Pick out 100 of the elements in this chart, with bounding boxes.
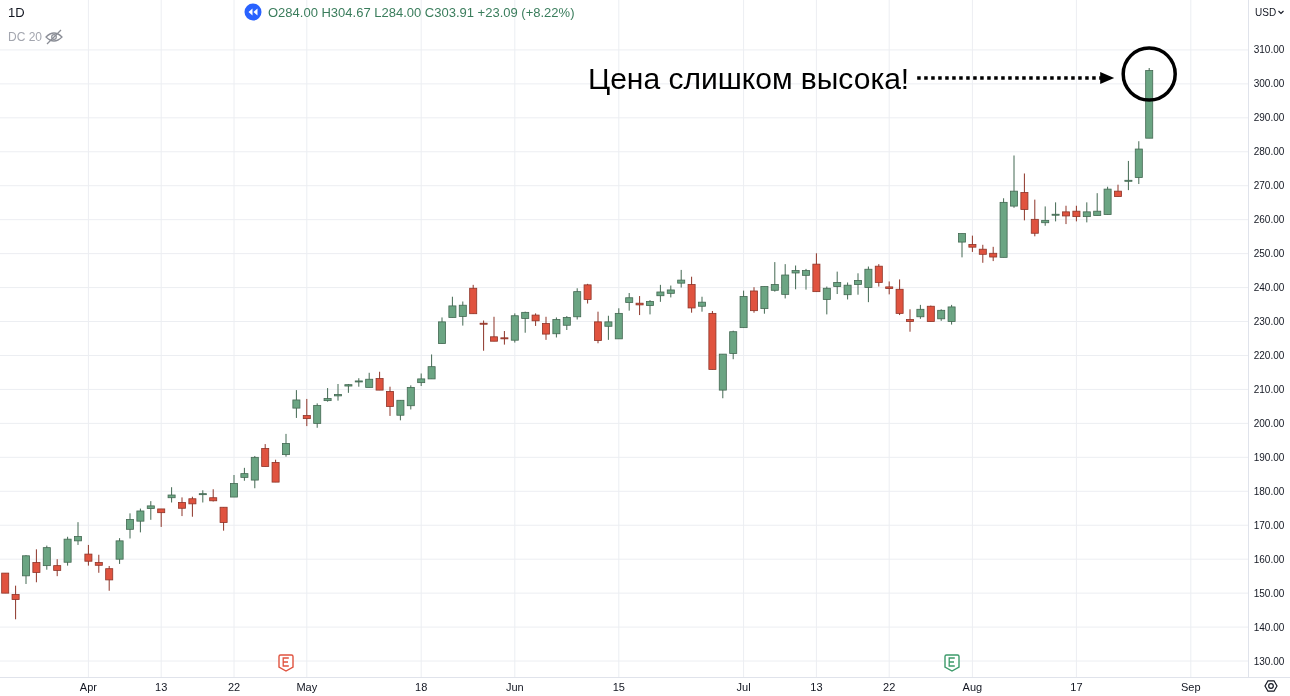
candlestick	[1030, 199, 1039, 237]
candlestick	[490, 316, 498, 342]
candlestick	[448, 296, 457, 318]
candlestick	[604, 315, 613, 341]
candlestick	[438, 316, 446, 345]
candlestick	[750, 286, 758, 314]
candlestick	[105, 565, 114, 592]
candlestick	[22, 554, 30, 585]
candlestick	[646, 299, 654, 315]
candlestick	[219, 506, 228, 532]
candlestick	[146, 500, 155, 521]
candlestick	[386, 386, 394, 417]
x-tick-label: Jun	[505, 681, 524, 693]
candlestick	[947, 304, 956, 326]
candlestick	[1124, 160, 1133, 191]
candlestick	[698, 296, 706, 313]
candlestick	[822, 286, 831, 315]
x-tick-label: 15	[612, 681, 625, 693]
chart-subtitle: O284.00 H304.67 L284.00 C303.91 +23.09 (+8.22%)	[268, 5, 575, 20]
candlestick	[261, 443, 270, 467]
x-tick-label: Jul	[736, 681, 751, 693]
candlestick	[458, 300, 467, 327]
y-tick-label: 200.00	[1253, 417, 1285, 429]
candlestick	[11, 585, 20, 620]
y-tick-label: 280.00	[1253, 146, 1285, 158]
candlestick	[334, 383, 342, 402]
candlestick	[781, 263, 790, 299]
annotation: DC 20	[8, 30, 43, 44]
candlestick	[770, 261, 779, 293]
y-tick-label: 240.00	[1253, 282, 1285, 294]
y-tick-label: 300.00	[1253, 78, 1285, 90]
candlestick	[687, 276, 696, 314]
candlestick	[594, 311, 602, 344]
y-tick-label: 160.00	[1253, 553, 1285, 565]
candlestick	[302, 398, 311, 427]
y-tick-label: 290.00	[1253, 112, 1285, 124]
candlestick	[178, 496, 186, 517]
candlestick	[729, 330, 738, 360]
candlestick	[802, 268, 810, 291]
candlestick	[1020, 172, 1029, 221]
x-tick-label: Sep	[1181, 681, 1201, 693]
candlestick	[74, 521, 82, 546]
candlestick	[854, 272, 862, 296]
x-tick-label: 18	[415, 681, 428, 693]
candlestick	[542, 316, 550, 341]
y-axis-title: USD	[1255, 7, 1277, 18]
y-tick-label: 150.00	[1253, 587, 1285, 599]
y-tick-label: 180.00	[1253, 485, 1285, 497]
candlestick	[271, 459, 280, 483]
x-tick-label: 17	[1070, 681, 1083, 693]
y-tick-label: 230.00	[1253, 316, 1285, 328]
candlestick	[115, 537, 124, 565]
candlestick	[479, 320, 488, 352]
candlestick	[1082, 201, 1091, 223]
y-tick-label: 260.00	[1253, 214, 1285, 226]
candlestick	[958, 233, 966, 258]
candlestick	[1051, 201, 1060, 222]
candlestick	[292, 389, 301, 419]
candlestick	[32, 548, 41, 583]
annotation: Цена слишком высока!	[587, 62, 910, 96]
candlestick	[375, 371, 384, 391]
candlestick	[230, 474, 238, 498]
y-tick-label: 140.00	[1253, 621, 1285, 633]
candlestick	[42, 545, 51, 571]
candlestick	[874, 263, 883, 288]
candlestick	[552, 316, 561, 338]
candlestick	[250, 455, 259, 489]
candlestick	[1093, 192, 1102, 217]
candlestick	[313, 402, 322, 429]
candlestick	[864, 266, 873, 303]
candlestick	[63, 536, 72, 567]
y-tick-label: 310.00	[1253, 44, 1285, 56]
y-tick-label: 130.00	[1253, 655, 1285, 667]
x-tick-label: May	[296, 681, 318, 693]
candlestick	[406, 384, 415, 410]
y-tick-label: 170.00	[1253, 519, 1285, 531]
x-tick-label: 13	[810, 681, 823, 693]
candlestick	[635, 295, 644, 316]
candlestick	[126, 512, 134, 539]
candlestick	[1041, 205, 1050, 227]
candlestick	[1010, 155, 1018, 209]
candlestick	[84, 544, 93, 567]
candlestick	[396, 399, 405, 421]
candlestick	[1062, 205, 1070, 225]
x-tick-label: 13	[155, 681, 168, 693]
x-tick-label: Aug	[962, 681, 983, 693]
candlestick	[833, 271, 842, 295]
chart-title: 1D	[8, 5, 25, 20]
y-tick-label: 190.00	[1253, 451, 1285, 463]
candlestick	[282, 433, 290, 458]
x-tick-label: Apr	[79, 681, 98, 693]
y-tick-label: 220.00	[1253, 349, 1285, 361]
candlestick	[1, 572, 10, 594]
candlestick	[906, 308, 914, 333]
candlestick	[427, 353, 436, 380]
candlestick	[760, 286, 769, 315]
y-tick-label: 210.00	[1253, 383, 1285, 395]
y-tick-label: 250.00	[1253, 248, 1285, 260]
y-tick-label: 270.00	[1253, 180, 1285, 192]
candlestick	[791, 265, 800, 290]
